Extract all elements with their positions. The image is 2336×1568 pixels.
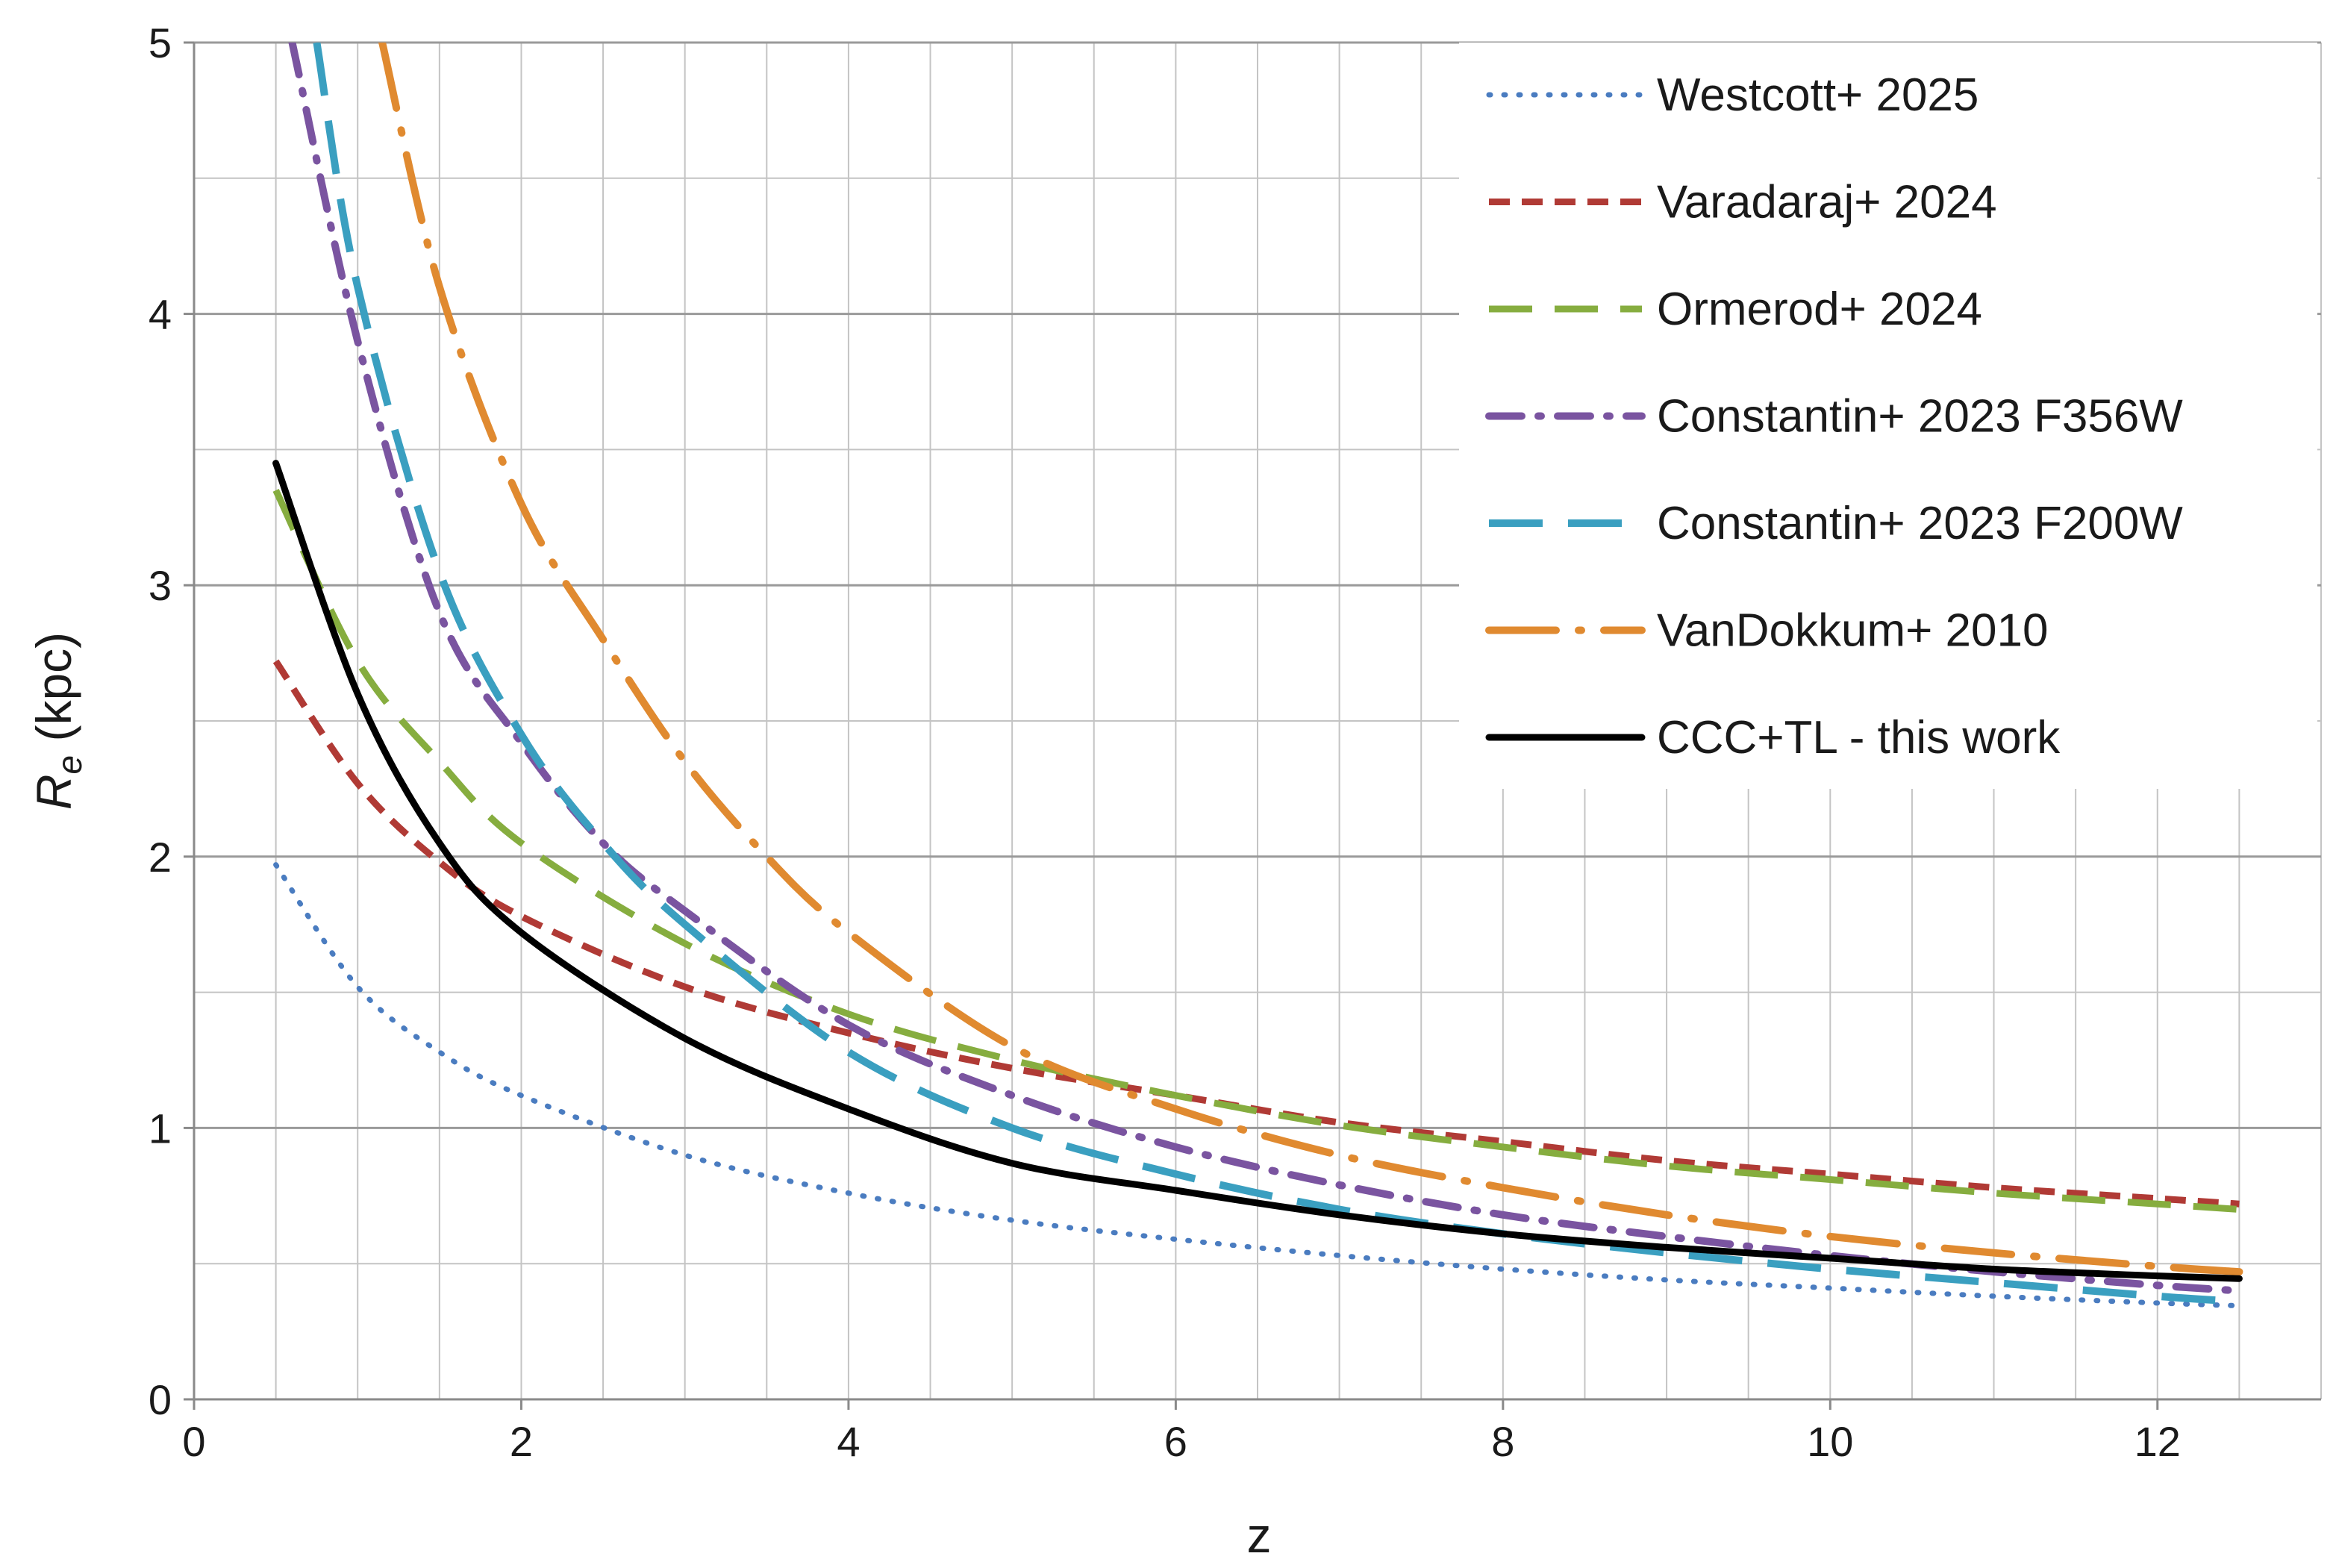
y-axis-title-unit: (kpc) [26,632,81,755]
legend-label: Constantin+ 2023 F200W [1657,498,2183,549]
x-tick-label: 12 [2134,1418,2181,1465]
legend-label: Ormerod+ 2024 [1657,284,1982,335]
legend-item-5: Constantin+ 2023 F200W [1489,498,2183,549]
legend-label: Westcott+ 2025 [1657,69,1979,121]
series-line-1 [273,862,2242,1309]
y-tick-label: 4 [149,291,172,338]
legend-item-3: Ormerod+ 2024 [1489,284,1982,335]
axes [184,41,2321,1410]
y-tick-label: 5 [149,19,172,66]
series-line-6 [378,43,2243,1276]
legend-label: CCC+TL - this work [1657,712,2061,763]
x-tick-label: 2 [510,1418,533,1465]
x-tick-label: 8 [1491,1418,1514,1465]
y-tick-label: 3 [149,562,172,609]
y-axis-title-subscript: e [50,755,89,775]
series-line-5 [313,43,2240,1306]
x-tick-label: 6 [1164,1418,1187,1465]
legend: Westcott+ 2025 Varadaraj+ 2024 Ormerod+ 20… [1485,69,2183,763]
legend-item-1: Westcott+ 2025 [1486,69,1979,121]
y-axis-title-symbol: R [26,774,81,810]
x-tick-label: 0 [182,1418,205,1465]
legend-item-4: Constantin+ 2023 F356W [1485,391,2183,443]
legend-box [1459,43,2317,789]
legend-item-7: CCC+TL - this work [1485,712,2061,763]
y-tick-label: 0 [149,1376,172,1423]
legend-label: Varadaraj+ 2024 [1657,177,1997,228]
series-lines [272,43,2243,1309]
series-line-3 [272,488,2240,1213]
y-tick-label: 2 [149,834,172,881]
legend-label: Constantin+ 2023 F356W [1657,391,2183,443]
y-axis-title: Re (kpc) [26,632,89,810]
series-line-7 [272,460,2243,1282]
y-tick-label: 1 [149,1105,172,1152]
x-tick-label: 10 [1807,1418,1853,1465]
legend-background [1459,43,2317,789]
legend-label: VanDokkum+ 2010 [1657,605,2048,657]
x-tick-label: 4 [837,1418,860,1465]
legend-item-6: VanDokkum+ 2010 [1485,605,2048,657]
x-axis-title: z [1247,1508,1272,1563]
legend-item-2: Varadaraj+ 2024 [1489,177,1997,228]
